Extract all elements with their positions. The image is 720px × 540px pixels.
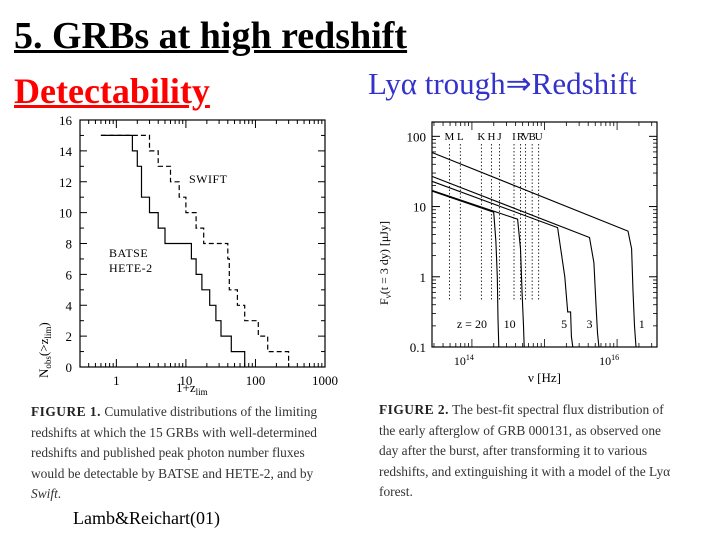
figure1-xtick-label: 10 [179, 373, 192, 388]
figure2-xtick-label: 1016 [599, 353, 619, 368]
figure2-band-label: H [488, 131, 496, 143]
lya-trough: trough [416, 66, 506, 101]
slide-subtitle: Detectability [14, 71, 210, 111]
figure2-xtick-label: 1014 [454, 353, 474, 368]
figure1-caption-text: Cumulative distributions of the limiting… [31, 404, 318, 481]
figure1-xtick-label: 1000 [312, 373, 338, 388]
figure2-redshift-label: z = 20 [457, 317, 487, 331]
figure2-series-line [431, 190, 500, 348]
figure2-caption: FIGURE 2. The best-fit spectral flux dis… [379, 400, 679, 503]
figure1-ytick-label: 10 [59, 206, 72, 221]
figure1-ytick-label: 6 [66, 267, 73, 282]
figure2-ytick-label: 100 [407, 129, 427, 144]
figure1-ytick-label: 2 [66, 329, 73, 344]
figure2-band-label: V [522, 131, 530, 143]
slide-title: 5. GRBs at high redshift [14, 15, 408, 57]
figure2-band-label: M [445, 131, 455, 143]
figure2-frame [431, 121, 658, 348]
figure1-hete-label: HETE-2 [109, 261, 153, 275]
figure1-xlabel: 1+zlim [176, 380, 208, 397]
figure1-ytick-label: 8 [66, 237, 73, 252]
figure1-ytick-label: 14 [59, 144, 73, 159]
figure1-caption-end: . [57, 486, 62, 501]
figure2-series-line [431, 151, 637, 348]
figure2-caption-text: The best-fit spectral flux distribution … [379, 402, 671, 499]
lya-redshift: Redshift [531, 66, 637, 101]
figure1-swift-label: SWIFT [189, 172, 228, 186]
figure1-ytick-label: 16 [59, 113, 73, 128]
figure2-ytick-label: 1 [420, 270, 427, 285]
figure1-caption: FIGURE 1. Cumulative distributions of th… [31, 402, 331, 505]
figure2-xlabel: ν [Hz] [528, 370, 561, 385]
figure2-band-label: L [457, 131, 464, 143]
figure2-band-label: I [512, 131, 516, 143]
figure1-ytick-label: 4 [66, 298, 73, 313]
figure1-batse-label: BATSE [109, 246, 148, 260]
figure2-band-label: R [517, 131, 525, 143]
figure1-ylabel: Nobs(>zlim) [36, 322, 53, 378]
figure2-band-label: B [528, 131, 535, 143]
figure1-caption-swift: Swift [31, 486, 58, 501]
lya-trough-heading: Lyα trough⇒Redshift [368, 66, 637, 102]
figure1-series-batse-hete [100, 134, 246, 367]
figure2-redshift-label: 1 [639, 317, 645, 331]
implies-arrow-icon: ⇒ [505, 66, 532, 101]
figure2-label: FIGURE 2. [379, 402, 449, 417]
figure2-band-label: U [535, 131, 543, 143]
lya-alpha: α [400, 66, 417, 101]
figure2-ytick-label: 0.1 [410, 340, 426, 355]
figure1-chart: 0 2 4 6 8 10 12 14 16 1 10 100 1000 SWIFT BATSE HETE… [36, 113, 338, 397]
figure1-series-swift [100, 134, 290, 367]
figure2-band-label: K [477, 131, 485, 143]
figure1-xtick-label: 100 [246, 373, 266, 388]
figure1-frame [79, 119, 326, 368]
figure2-series-line [431, 189, 525, 348]
figure2-series-line [431, 175, 600, 348]
figure2-redshift-label: 10 [504, 317, 516, 331]
figure1-ytick-label: 12 [59, 175, 72, 190]
figure2-series-line [431, 180, 574, 348]
credit-citation: Lamb&Reichart(01) [73, 508, 220, 528]
figure2-redshift-label: 5 [561, 317, 567, 331]
figure2-ytick-label: 10 [413, 200, 426, 215]
figure2-redshift-label: 3 [587, 317, 593, 331]
figure1-xtick-label: 1 [113, 373, 120, 388]
figure2-band-label: J [497, 131, 502, 143]
lya-prefix: Ly [368, 66, 401, 101]
figure1-ytick-label: 0 [66, 360, 73, 375]
figure1-label: FIGURE 1. [31, 404, 101, 419]
figure2-ylabel: Fν(t = 3 dy) [μJy] [377, 221, 393, 305]
